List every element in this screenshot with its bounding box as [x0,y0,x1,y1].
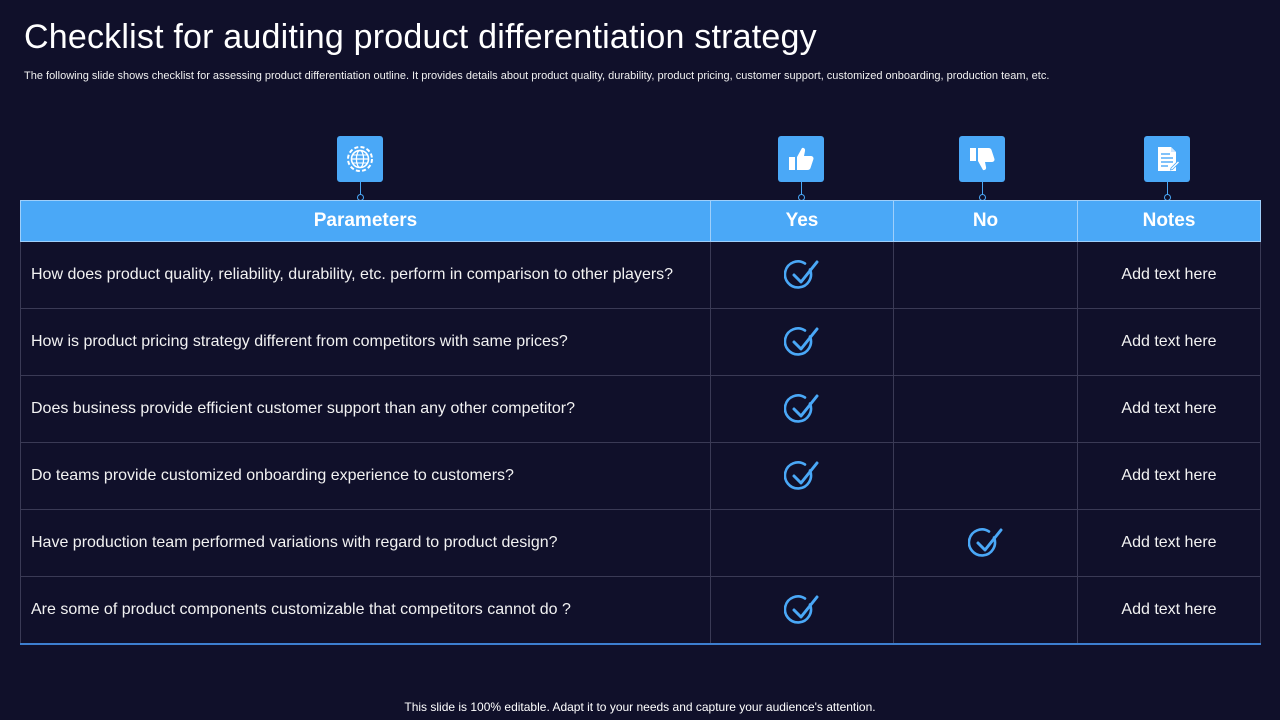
no-cell [893,442,1078,510]
table-row: Are some of product components customiza… [20,576,1261,645]
gear-globe-icon [347,146,373,172]
no-cell [893,576,1078,645]
notes-connector [1164,182,1171,201]
thumbs-up-icon [789,147,814,170]
table-row: Does business provide efficient customer… [20,375,1261,443]
yes-cell [710,308,894,376]
yes-cell [710,509,894,577]
yes-cell [710,241,894,309]
yes-cell [710,442,894,510]
table-row: Do teams provide customized onboarding e… [20,442,1261,510]
yes-cell [710,375,894,443]
notes-cell[interactable]: Add text here [1077,509,1261,577]
parameter-cell: Do teams provide customized onboarding e… [20,442,711,510]
slide-subtitle: The following slide shows checklist for … [24,70,1050,82]
checklist-table: Parameters Yes No Notes How does product… [20,200,1261,645]
no-connector [979,182,986,201]
notes-cell[interactable]: Add text here [1077,308,1261,376]
yes-icon-tile [778,136,824,182]
table-row: How does product quality, reliability, d… [20,241,1261,309]
no-icon-tile [959,136,1005,182]
table-row: Have production team performed variation… [20,509,1261,577]
table-row: How is product pricing strategy differen… [20,308,1261,376]
parameters-connector [357,182,364,201]
header-notes: Notes [1077,200,1261,242]
notes-cell[interactable]: Add text here [1077,375,1261,443]
parameter-cell: Does business provide efficient customer… [20,375,711,443]
table-header-row: Parameters Yes No Notes [20,200,1261,242]
checkmark-icon [784,394,819,423]
header-yes: Yes [710,200,894,242]
notes-cell[interactable]: Add text here [1077,442,1261,510]
notes-cell[interactable]: Add text here [1077,241,1261,309]
parameter-cell: How is product pricing strategy differen… [20,308,711,376]
table-body: How does product quality, reliability, d… [20,241,1261,645]
header-parameters: Parameters [20,200,711,242]
slide-footer: This slide is 100% editable. Adapt it to… [404,700,876,714]
slide-title: Checklist for auditing product different… [24,18,817,56]
notes-cell[interactable]: Add text here [1077,576,1261,645]
no-cell [893,241,1078,309]
checkmark-icon [784,595,819,624]
document-icon [1158,147,1181,171]
yes-cell [710,576,894,645]
yes-connector [798,182,805,201]
parameters-icon-tile [337,136,383,182]
no-cell [893,375,1078,443]
thumbs-down-icon [970,148,995,171]
checkmark-icon [784,461,819,490]
no-cell [893,308,1078,376]
checkmark-icon [967,528,1002,557]
no-cell [893,509,1078,577]
notes-icon-tile [1144,136,1190,182]
checkmark-icon [784,260,819,289]
checkmark-icon [784,327,819,356]
header-no: No [893,200,1078,242]
parameter-cell: Are some of product components customiza… [20,576,711,645]
parameter-cell: Have production team performed variation… [20,509,711,577]
parameter-cell: How does product quality, reliability, d… [20,241,711,309]
